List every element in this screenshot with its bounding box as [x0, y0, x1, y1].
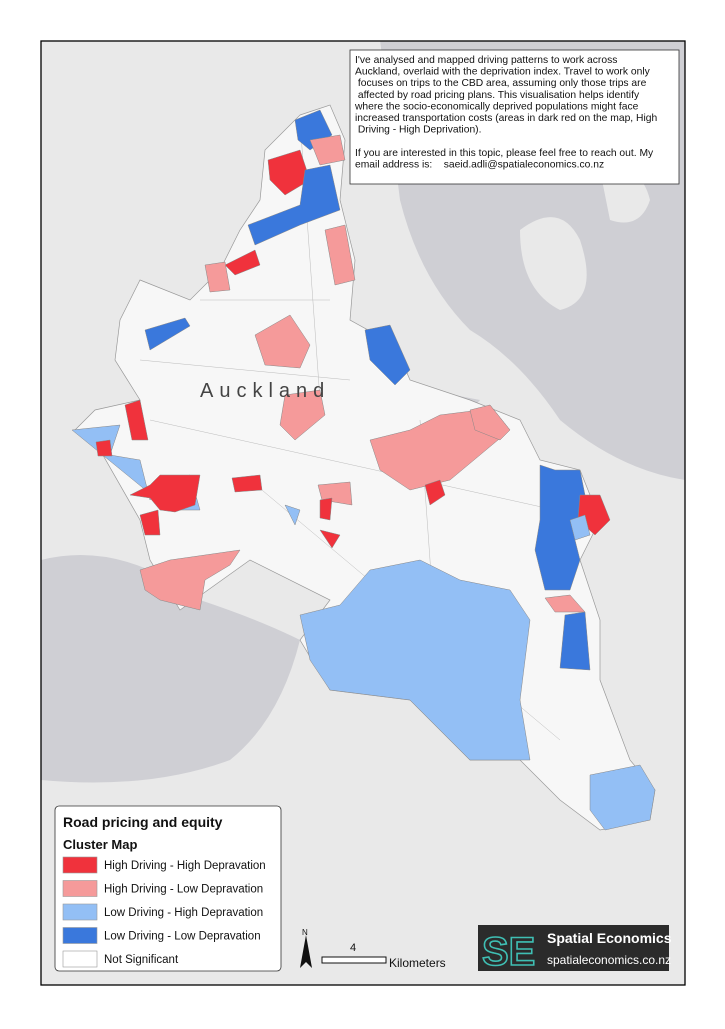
cluster-area — [144, 317, 191, 351]
cluster-area — [204, 261, 231, 293]
north-label: N — [302, 928, 308, 937]
cluster-area — [469, 404, 511, 441]
info-line: I've analysed and mapped driving pattern… — [355, 55, 617, 66]
legend-swatch — [62, 927, 98, 944]
cluster-area — [124, 399, 149, 441]
cluster-area — [224, 249, 261, 276]
scale-unit: Kilometers — [389, 956, 446, 970]
cluster-area — [247, 164, 341, 246]
info-line: where the socio-economically deprived po… — [354, 101, 639, 112]
legend: High Driving - High Depravation High Driv… — [62, 856, 266, 968]
cluster-area — [364, 324, 411, 386]
cluster-area — [534, 464, 591, 591]
cluster-area — [569, 514, 591, 541]
info-text: I've analysed and mapped driving pattern… — [354, 55, 657, 170]
logo-mark: SE — [482, 930, 535, 974]
cluster-area — [424, 479, 446, 506]
cluster-area — [279, 389, 326, 441]
cluster-area — [324, 224, 356, 286]
cluster-area — [129, 474, 201, 513]
legend-swatch — [62, 950, 98, 968]
info-line: affected by road pricing plans. This vis… — [355, 90, 640, 101]
legend-swatch — [62, 856, 98, 874]
cluster-area — [254, 314, 311, 369]
cluster-area — [319, 529, 341, 549]
place-label: Auckland — [200, 380, 330, 402]
cluster-area — [267, 149, 311, 196]
info-line: email address is: saeid.adli@spatialecon… — [355, 159, 604, 170]
cluster-area — [139, 549, 241, 611]
legend-label: High Driving - High Depravation — [104, 860, 266, 872]
north-arrow — [300, 935, 312, 968]
legend-label: High Driving - Low Depravation — [104, 884, 263, 896]
legend-label: Low Driving - High Depravation — [104, 907, 263, 919]
info-box — [349, 49, 680, 185]
scale-value: 4 — [350, 942, 356, 954]
info-line: Driving - High Deprivation). — [355, 125, 481, 136]
logo-box — [478, 925, 669, 971]
legend-subtitle: Cluster Map — [63, 837, 137, 852]
legend-box — [54, 805, 282, 972]
cluster-area — [299, 559, 531, 761]
logo-url: spatialeconomics.co.nz — [547, 953, 671, 967]
cluster-area — [139, 509, 161, 536]
cluster-area — [559, 611, 591, 671]
scale-bar — [321, 956, 387, 964]
info-line: Auckland, overlaid with the deprivation … — [355, 67, 651, 78]
info-line: increased transportation costs (areas in… — [355, 113, 657, 124]
cluster-area — [95, 439, 113, 457]
cluster-area — [309, 134, 346, 166]
cluster-area — [319, 497, 333, 521]
cluster-area — [589, 764, 656, 831]
legend-label: Not Significant — [104, 954, 179, 966]
info-line: If you are interested in this topic, ple… — [355, 148, 654, 159]
cluster-area — [231, 474, 263, 493]
legend-swatch — [62, 903, 98, 921]
legend-swatch — [62, 880, 98, 897]
legend-title: Road pricing and equity — [63, 814, 223, 830]
logo-name: Spatial Economics — [547, 930, 672, 946]
frame — [40, 40, 686, 986]
map: Auckland — [41, 41, 685, 985]
legend-label: Low Driving - Low Depravation — [104, 931, 261, 943]
cluster-area — [284, 504, 301, 526]
info-line: focuses on trips to the CBD area, assumi… — [355, 78, 647, 89]
